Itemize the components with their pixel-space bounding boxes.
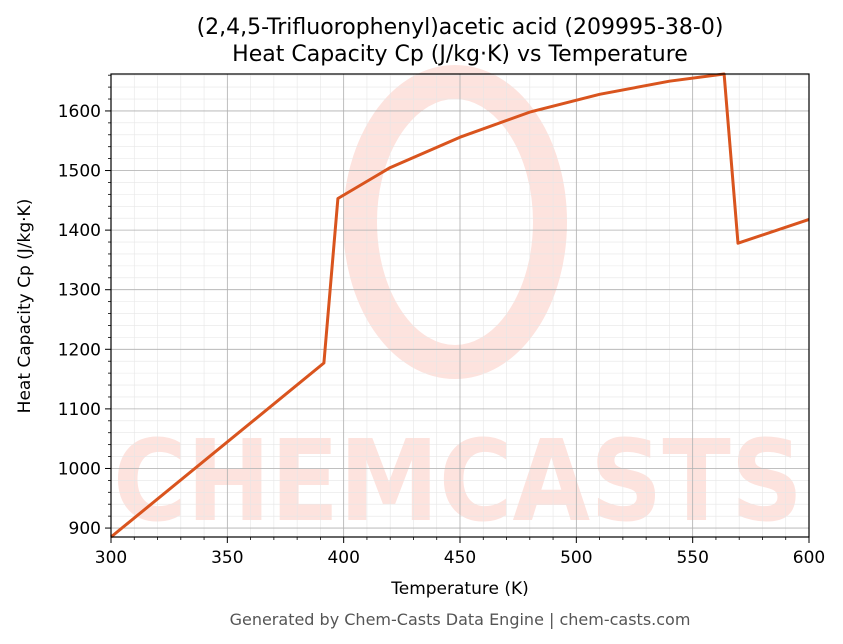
x-tick-label: 350 (211, 548, 243, 568)
x-tick-label: 550 (676, 548, 708, 568)
y-tick-label: 1300 (58, 281, 101, 301)
y-tick-label: 1500 (58, 162, 101, 182)
chart-title-line1: (2,4,5-Trifluorophenyl)acetic acid (2099… (197, 15, 724, 40)
y-tick-label: 1200 (58, 340, 101, 360)
series-layer (110, 72, 810, 539)
watermark: CHEMCASTS (113, 65, 803, 547)
series-line (110, 72, 810, 539)
x-tick-label: 500 (560, 548, 592, 568)
x-tick-label: 450 (444, 548, 476, 568)
y-axis-label: Heat Capacity Cp (J/kg·K) (15, 199, 35, 414)
watermark-logo-swirl (343, 65, 567, 379)
footer-credit: Generated by Chem-Casts Data Engine | ch… (230, 610, 691, 629)
x-tick-label: 400 (327, 548, 359, 568)
x-axis-label: Temperature (K) (390, 579, 529, 599)
x-axis: 300 350 400 450 500 550 600 (95, 537, 825, 568)
watermark-text: CHEMCASTS (113, 417, 803, 547)
x-tick-label: 300 (95, 548, 127, 568)
chart-title-line2: Heat Capacity Cp (J/kg·K) vs Temperature (232, 42, 688, 67)
y-axis: 900 1000 1100 1200 1300 1400 1500 1600 (58, 74, 111, 539)
x-tick-label: 600 (793, 548, 825, 568)
y-tick-label: 1400 (58, 221, 101, 241)
y-tick-label: 1600 (58, 102, 101, 122)
y-tick-label: 1000 (58, 459, 101, 479)
y-tick-label: 900 (69, 519, 101, 539)
y-tick-label: 1100 (58, 400, 101, 420)
